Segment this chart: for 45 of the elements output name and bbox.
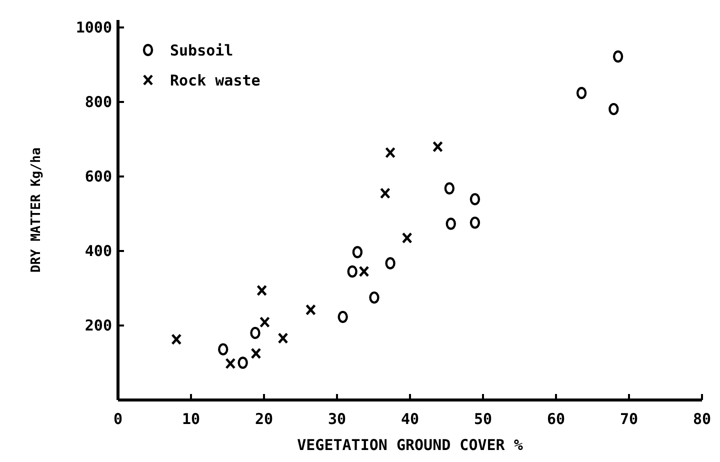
legend-label: Rock waste — [170, 71, 260, 90]
point — [358, 266, 370, 278]
point — [250, 348, 262, 360]
point — [380, 188, 390, 199]
legend-label: Subsoil — [170, 41, 234, 60]
y-axis-title: DRY MATTER Kg/ha — [29, 147, 44, 273]
point — [446, 218, 456, 230]
y-tick-label: 1000 — [76, 18, 112, 37]
x-tick-label: 40 — [400, 410, 420, 428]
point — [432, 140, 443, 152]
point — [612, 50, 624, 63]
x-tick-label: 60 — [546, 410, 566, 428]
point — [385, 257, 396, 270]
point — [218, 343, 228, 356]
point — [369, 291, 380, 304]
point — [338, 310, 348, 324]
point — [278, 332, 288, 344]
point — [250, 326, 260, 340]
point — [385, 146, 396, 158]
point — [470, 216, 480, 229]
point — [444, 182, 455, 194]
x-tick-label: 80 — [692, 410, 712, 428]
x-tick-label: 30 — [328, 410, 346, 428]
point — [171, 334, 182, 345]
y-tick-label: 400 — [84, 242, 112, 260]
point — [238, 356, 248, 369]
x-tick-label: 20 — [254, 410, 274, 428]
x-tick-label: 0 — [113, 410, 123, 428]
x-tick-label: 10 — [182, 410, 200, 428]
point — [576, 86, 587, 100]
y-tick-label: 200 — [84, 316, 112, 335]
point — [306, 304, 316, 316]
point — [225, 358, 236, 370]
point — [402, 232, 412, 244]
point — [256, 284, 268, 296]
x-tick-label: 70 — [620, 410, 638, 428]
x-tick-label: 50 — [474, 410, 492, 428]
point — [352, 246, 363, 258]
point — [470, 193, 480, 206]
point — [347, 265, 358, 278]
point — [260, 316, 270, 328]
y-tick-label: 600 — [84, 168, 112, 186]
x-axis-title: VEGETATION GROUND COVER % — [297, 436, 523, 454]
point — [608, 102, 619, 116]
y-tick-label: 800 — [84, 93, 112, 112]
